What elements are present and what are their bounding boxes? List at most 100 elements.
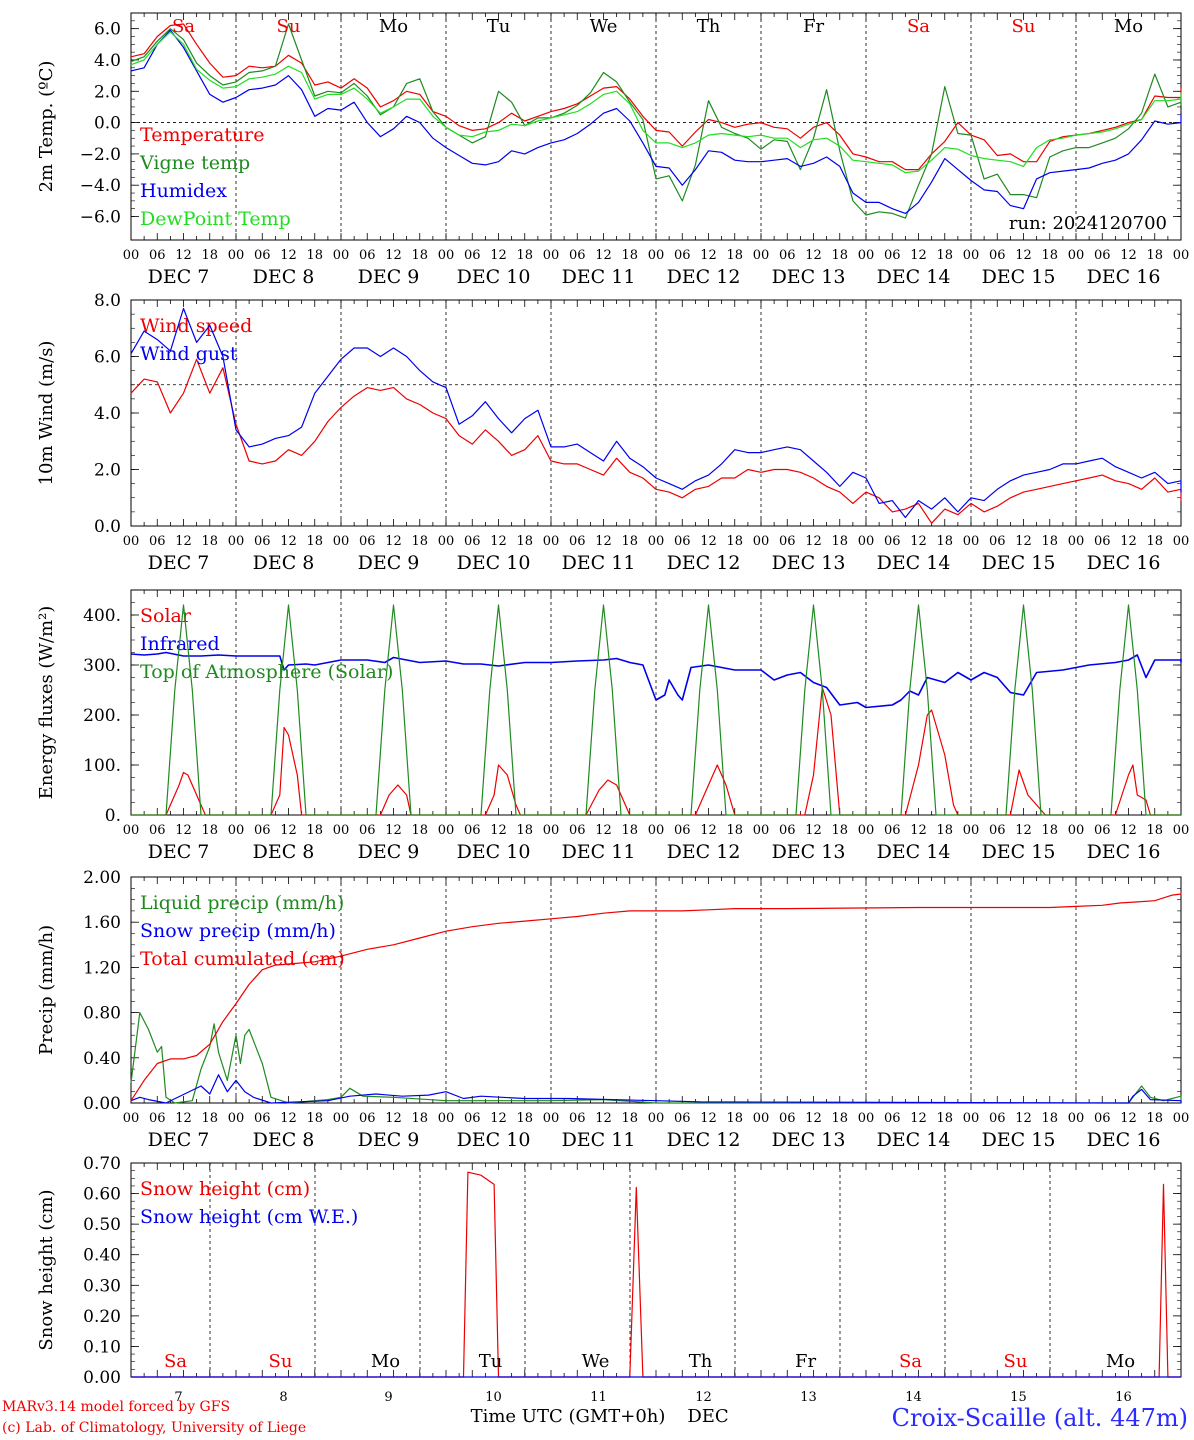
precip-hour-label: 06 [149, 1111, 166, 1126]
weekday-label: We [590, 16, 618, 37]
energy-hour-label: 12 [1120, 823, 1137, 838]
precip-hour-label: 06 [569, 1111, 586, 1126]
temp-hour-label: 18 [831, 248, 848, 263]
precip-day-label: DEC 9 [358, 1129, 420, 1151]
wind-hour-label: 18 [306, 534, 323, 549]
weekday-label: Mo [371, 1351, 400, 1372]
energy-hour-label: 12 [175, 823, 192, 838]
temp-series-line [130, 29, 1182, 214]
day-number-label: 10 [485, 1390, 502, 1405]
wind-y-tick-label: 4.0 [94, 404, 121, 424]
day-number-label: 8 [279, 1390, 287, 1405]
energy-day-label: DEC 13 [772, 841, 846, 863]
temp-hour-label: 12 [1120, 248, 1137, 263]
energy-hour-label: 18 [831, 823, 848, 838]
wind-hour-label: 12 [700, 534, 717, 549]
precip-hour-label: 12 [910, 1111, 927, 1126]
wind-hour-label: 00 [1068, 534, 1085, 549]
day-number-label: 7 [174, 1390, 182, 1405]
day-number-label: 14 [905, 1390, 922, 1405]
wind-hour-label: 18 [1146, 534, 1163, 549]
precip-hour-label: 12 [700, 1111, 717, 1126]
station-title: Croix-Scaille (alt. 447m) [892, 1404, 1188, 1432]
temp-hour-label: 06 [779, 248, 796, 263]
weekday-label: Su [269, 1351, 293, 1372]
temp-day-label: DEC 15 [982, 266, 1056, 288]
precip-hour-label: 18 [831, 1111, 848, 1126]
temp-y-axis-title: 2m Temp. (ºC) [36, 61, 57, 193]
x-axis-month: DEC [687, 1406, 728, 1427]
energy-hour-label: 00 [753, 823, 770, 838]
precip-day-label: DEC 10 [457, 1129, 531, 1151]
wind-hour-label: 00 [648, 534, 665, 549]
energy-hour-label: 18 [726, 823, 743, 838]
wind-hour-label: 18 [411, 534, 428, 549]
precip-legend-entry: Total cumulated (cm) [140, 948, 345, 970]
precip-day-label: DEC 8 [253, 1129, 315, 1151]
day-number-label: 13 [800, 1390, 817, 1405]
snow-legend-entry: Snow height (cm W.E.) [140, 1206, 358, 1228]
precip-hour-label: 00 [1068, 1111, 1085, 1126]
energy-hour-label: 06 [254, 823, 271, 838]
precip-day-label: DEC 11 [562, 1129, 636, 1151]
wind-hour-label: 00 [963, 534, 980, 549]
snow-y-tick-label: 0.10 [83, 1337, 121, 1357]
precip-hour-label: 06 [359, 1111, 376, 1126]
energy-y-tick-label: 0. [105, 806, 121, 826]
precip-hour-label: 06 [1094, 1111, 1111, 1126]
energy-hour-label: 12 [805, 823, 822, 838]
precip-hour-label: 00 [963, 1111, 980, 1126]
energy-hour-label: 00 [1068, 823, 1085, 838]
temp-hour-label: 00 [333, 248, 350, 263]
precip-day-label: DEC 13 [772, 1129, 846, 1151]
temp-hour-label: 12 [700, 248, 717, 263]
temp-hour-label: 18 [1146, 248, 1163, 263]
wind-legend-entry: Wind gust [140, 343, 238, 365]
energy-series-line [131, 604, 1181, 816]
energy-hour-label: 06 [464, 823, 481, 838]
energy-day-label: DEC 9 [358, 841, 420, 863]
temp-series-line [130, 23, 1182, 219]
temp-hour-label: 00 [543, 248, 560, 263]
wind-hour-label: 00 [1173, 534, 1190, 549]
energy-y-tick-label: 100. [83, 756, 121, 776]
wind-day-label: DEC 16 [1087, 552, 1161, 574]
wind-hour-label: 18 [726, 534, 743, 549]
temp-hour-label: 06 [884, 248, 901, 263]
energy-hour-label: 12 [700, 823, 717, 838]
wind-hour-label: 06 [254, 534, 271, 549]
wind-y-axis-title: 10m Wind (m/s) [36, 341, 57, 486]
energy-hour-label: 00 [123, 823, 140, 838]
precip-day-label: DEC 14 [877, 1129, 951, 1151]
wind-panel: 0.0 2.0 4.0 6.0 8.0 10m Wind (m/s) Wind speed W… [36, 291, 1189, 574]
temp-hour-label: 00 [858, 248, 875, 263]
energy-hour-label: 06 [779, 823, 796, 838]
temp-hour-label: 00 [228, 248, 245, 263]
wind-hour-label: 00 [753, 534, 770, 549]
temp-y-tick-label: 0.0 [94, 114, 121, 134]
temp-legend-entry: DewPoint Temp [140, 208, 291, 230]
precip-hour-label: 00 [648, 1111, 665, 1126]
temp-hour-label: 18 [1041, 248, 1058, 263]
day-number-label: 9 [384, 1390, 392, 1405]
temp-hour-label: 18 [621, 248, 638, 263]
weekday-label: Su [1012, 16, 1036, 37]
energy-hour-label: 00 [648, 823, 665, 838]
temp-y-tick-label: −6.0 [80, 208, 121, 228]
precip-day-label: DEC 7 [148, 1129, 210, 1151]
wind-hour-label: 06 [1094, 534, 1111, 549]
weekday-label: Mo [1106, 1351, 1135, 1372]
temp-y-tick-label: 6.0 [94, 20, 121, 40]
wind-hour-label: 12 [1015, 534, 1032, 549]
temp-hour-label: 00 [648, 248, 665, 263]
wind-hour-label: 06 [989, 534, 1006, 549]
temp-y-tick-label: 2.0 [94, 82, 121, 102]
weekday-label: Mo [379, 16, 408, 37]
temp-legend-entry: Vigne temp [139, 152, 250, 174]
precip-hour-label: 00 [123, 1111, 140, 1126]
snow-y-tick-label: 0.50 [83, 1215, 121, 1235]
energy-y-tick-label: 300. [83, 656, 121, 676]
wind-hour-label: 06 [464, 534, 481, 549]
energy-hour-label: 00 [228, 823, 245, 838]
temp-day-label: DEC 10 [457, 266, 531, 288]
